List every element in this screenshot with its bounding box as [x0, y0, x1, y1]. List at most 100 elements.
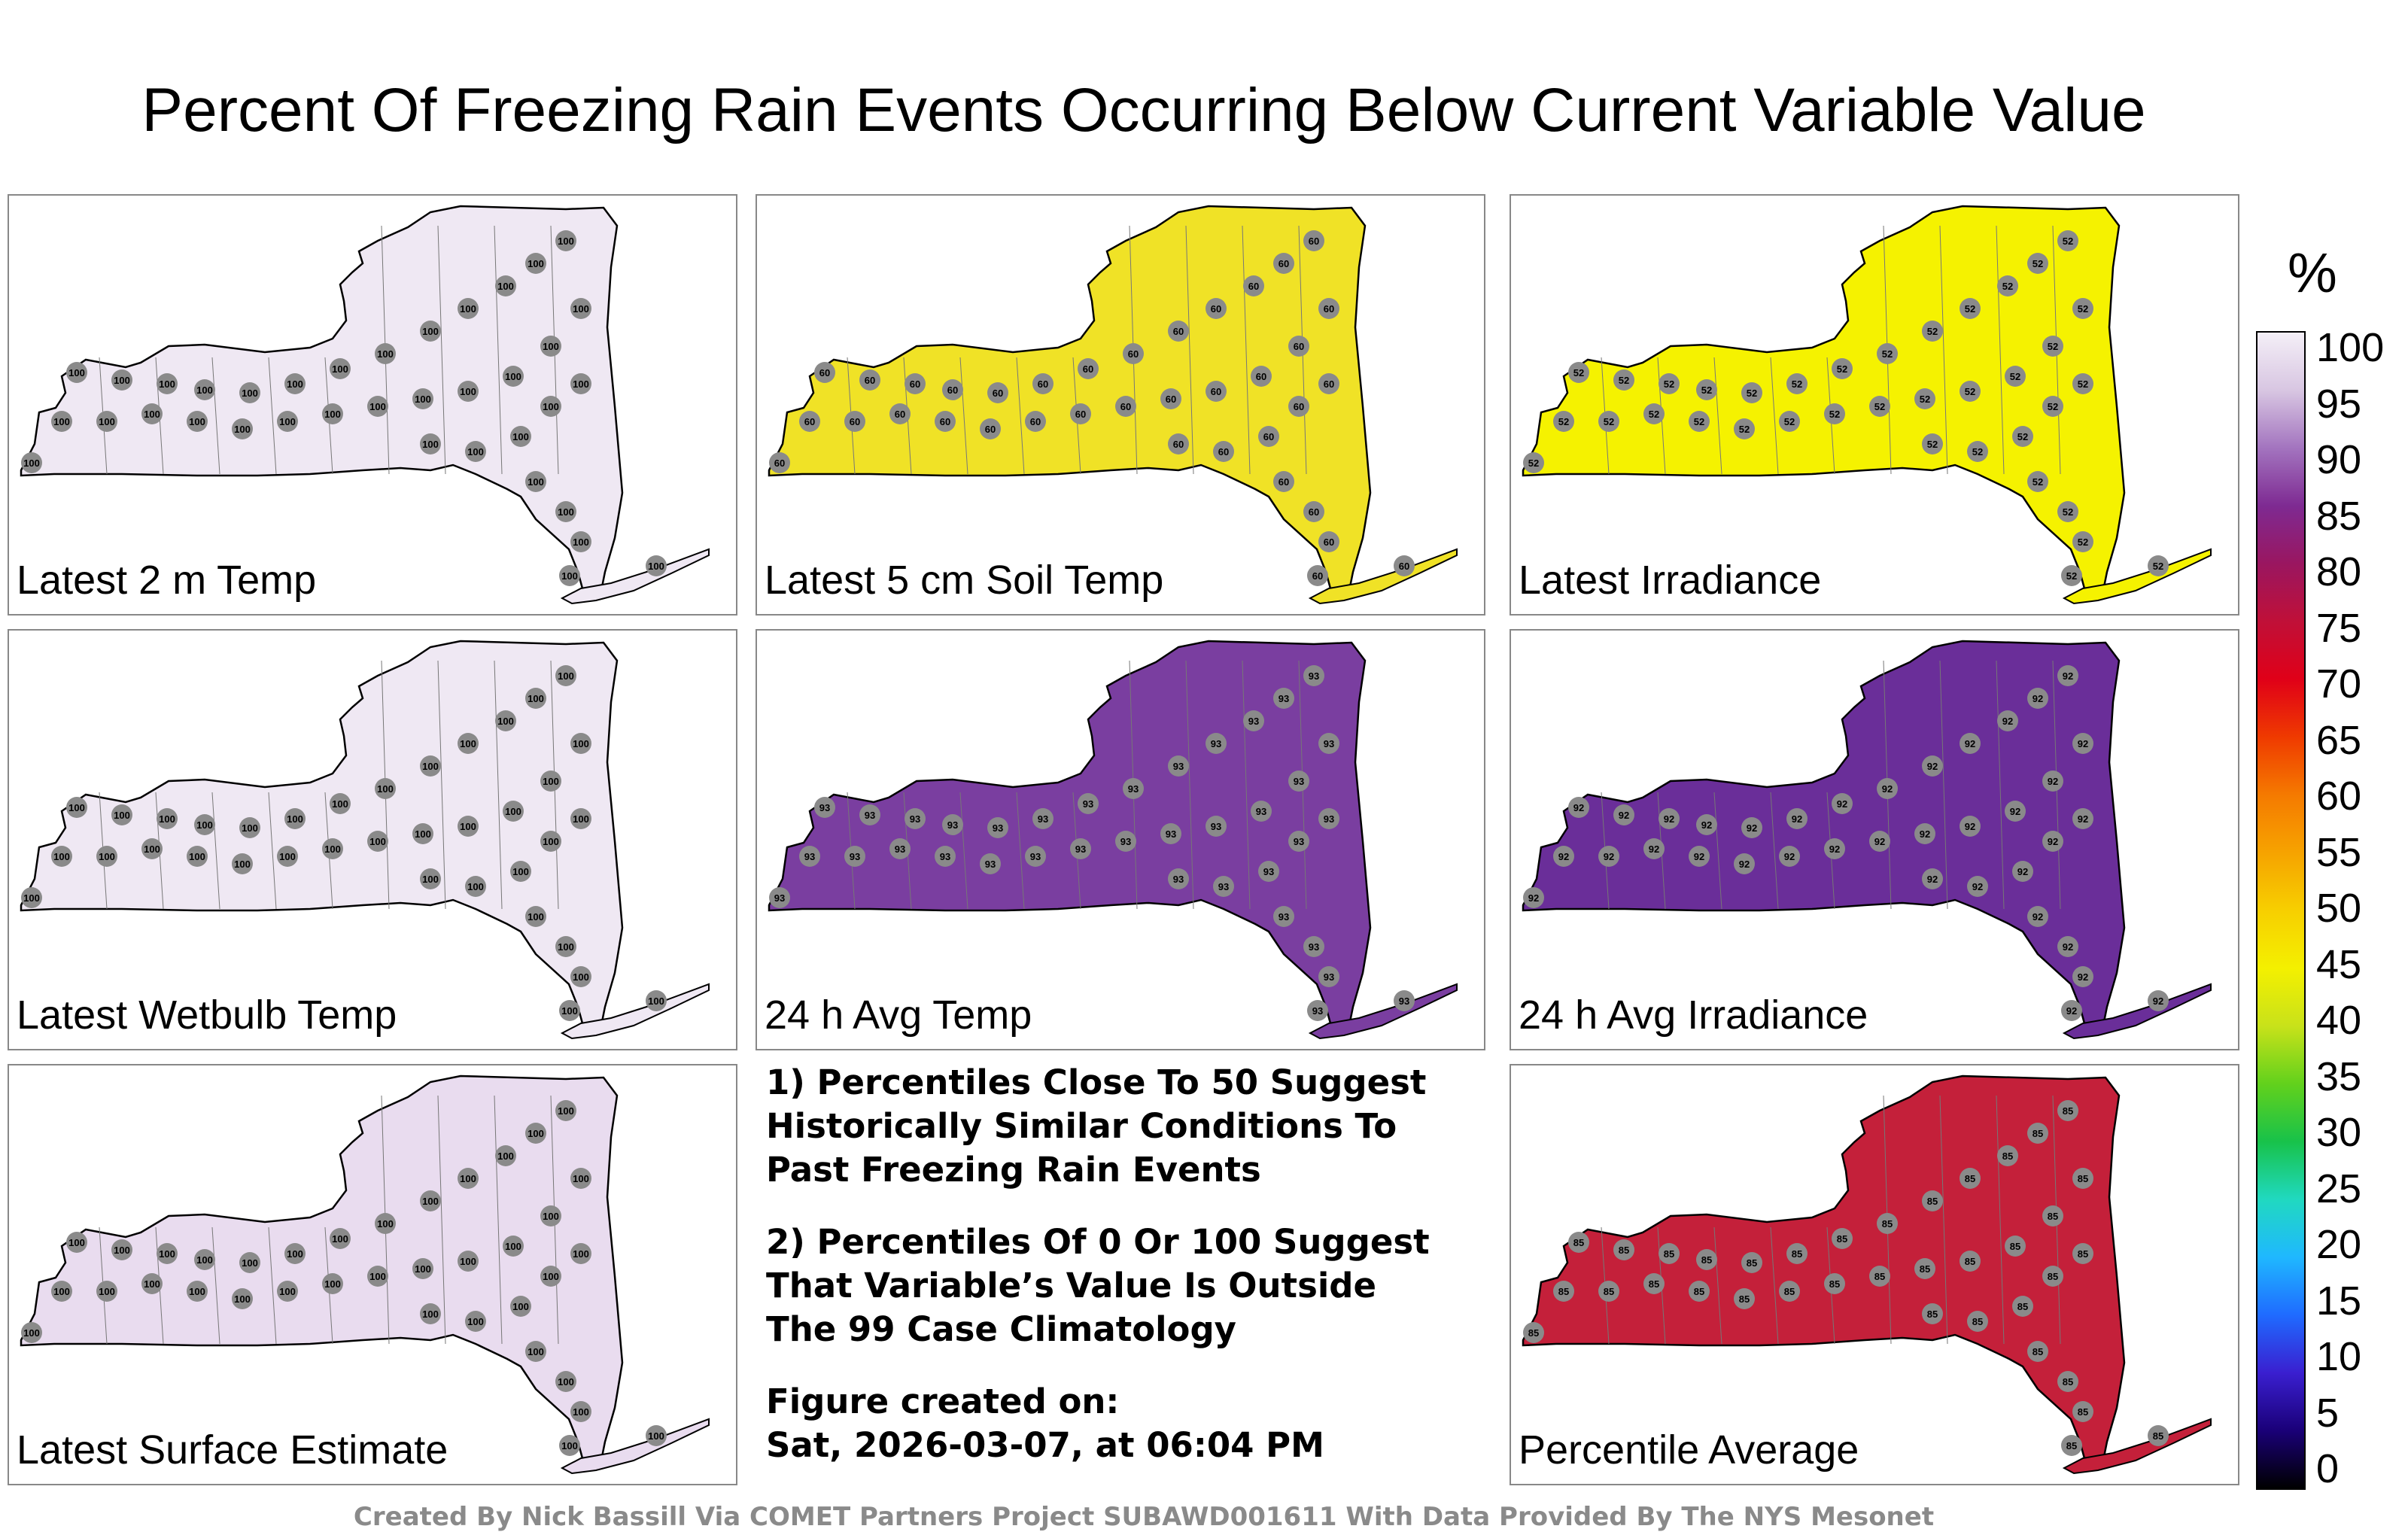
- station-value: 100: [422, 439, 439, 450]
- station-value: 93: [850, 851, 860, 862]
- station-marker: [1123, 343, 1144, 364]
- station-value: 92: [1972, 881, 1983, 892]
- colorbar-tick: 35: [2316, 1053, 2362, 1099]
- station-value: 85: [1649, 1278, 1659, 1290]
- station-value: 85: [2078, 1248, 2088, 1260]
- station-marker: [540, 336, 561, 357]
- station-marker: [1960, 298, 1981, 319]
- station-value: 85: [2010, 1241, 2020, 1252]
- station-value: 85: [1927, 1309, 1938, 1320]
- station-value: 100: [377, 783, 394, 795]
- station-marker: [2057, 1371, 2078, 1392]
- station-value: 100: [415, 394, 431, 405]
- station-value: 92: [1965, 738, 1975, 749]
- station-value: 100: [573, 303, 589, 315]
- station-marker: [1553, 1281, 1574, 1302]
- station-marker: [330, 1228, 351, 1249]
- station-value: 85: [2033, 1346, 2043, 1357]
- station-marker: [51, 846, 72, 867]
- station-value: 92: [1604, 851, 1614, 862]
- station-marker: [495, 1145, 516, 1166]
- station-value: 100: [332, 798, 348, 810]
- station-marker: [1206, 816, 1227, 837]
- station-value: 52: [1528, 457, 1539, 469]
- station-marker: [1273, 688, 1294, 709]
- station-marker: [889, 838, 911, 859]
- station-marker: [769, 452, 790, 473]
- station-value: 60: [947, 385, 958, 396]
- station-marker: [570, 373, 591, 394]
- station-value: 100: [287, 1248, 303, 1260]
- station-value: 52: [2153, 561, 2163, 572]
- station-marker: [2148, 555, 2169, 576]
- station-marker: [284, 1243, 306, 1264]
- station-marker: [559, 1000, 580, 1021]
- station-marker: [1303, 936, 1324, 957]
- station-value: 60: [804, 416, 815, 427]
- station-marker: [1168, 868, 1189, 889]
- station-value: 92: [1558, 851, 1569, 862]
- station-value: 52: [1927, 439, 1938, 450]
- station-marker: [1303, 230, 1324, 251]
- station-value: 92: [1965, 821, 1975, 832]
- county-line: [268, 792, 277, 910]
- station-marker: [1659, 373, 1680, 394]
- station-marker: [2042, 1266, 2063, 1287]
- station-value: 92: [1739, 859, 1750, 870]
- station-value: 52: [1739, 424, 1750, 435]
- station-value: 100: [114, 810, 130, 821]
- station-value: 100: [467, 1316, 484, 1327]
- station-value: 100: [497, 1150, 514, 1162]
- station-marker: [1960, 1251, 1981, 1272]
- colorbar-tick: 15: [2316, 1278, 2362, 1324]
- station-marker: [420, 755, 441, 777]
- station-marker: [412, 388, 433, 409]
- station-marker: [1394, 555, 1415, 576]
- station-value: 100: [573, 1173, 589, 1184]
- state-map: 93 93 93 93 93 93 93 93 93 93 93 93 93 93 93 93 93 93 93 93…: [768, 640, 1458, 1040]
- station-marker: [540, 771, 561, 792]
- county-line: [1770, 792, 1779, 910]
- station-value: 100: [528, 476, 544, 488]
- station-marker: [277, 846, 298, 867]
- station-value: 100: [242, 388, 258, 399]
- station-marker: [1168, 433, 1189, 454]
- station-marker: [525, 1123, 546, 1144]
- station-marker: [646, 555, 667, 576]
- station-marker: [799, 846, 820, 867]
- station-value: 93: [1120, 836, 1131, 847]
- station-value: 100: [415, 1263, 431, 1275]
- station-marker: [1922, 1190, 1943, 1211]
- station-value: 100: [648, 995, 664, 1007]
- station-value: 100: [23, 457, 40, 469]
- station-value: 85: [2002, 1150, 2013, 1162]
- station-value: 100: [287, 813, 303, 825]
- station-marker: [844, 411, 865, 432]
- station-value: 100: [422, 761, 439, 772]
- station-value: 100: [369, 1271, 386, 1282]
- station-value: 100: [234, 859, 251, 870]
- station-value: 92: [1701, 819, 1712, 831]
- station-value: 52: [2078, 536, 2088, 548]
- station-value: 85: [1694, 1286, 1704, 1297]
- station-value: 92: [2048, 776, 2058, 787]
- station-value: 100: [68, 802, 85, 813]
- station-marker: [2027, 1123, 2048, 1144]
- long-island-outline: [560, 983, 710, 1040]
- station-marker: [157, 373, 178, 394]
- station-value: 92: [2078, 738, 2088, 749]
- station-value: 93: [1399, 995, 1409, 1007]
- station-marker: [1786, 1243, 1808, 1264]
- station-value: 92: [2033, 693, 2043, 704]
- station-marker: [412, 1258, 433, 1279]
- station-value: 93: [940, 851, 950, 862]
- station-value: 85: [2066, 1440, 2077, 1451]
- station-marker: [1251, 801, 1272, 822]
- station-marker: [21, 887, 42, 908]
- station-value: 100: [99, 851, 115, 862]
- station-marker: [2005, 801, 2026, 822]
- station-value: 93: [1294, 776, 1304, 787]
- station-marker: [799, 411, 820, 432]
- station-value: 60: [1120, 401, 1131, 412]
- county-line: [1016, 357, 1025, 475]
